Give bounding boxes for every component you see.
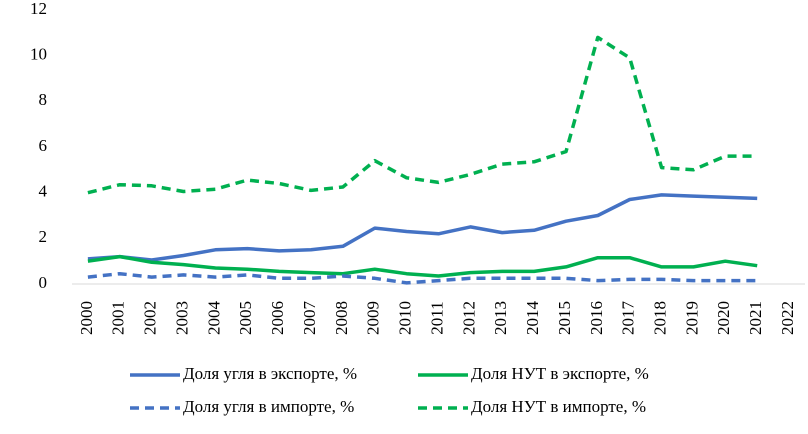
legend-label: Доля угля в экспорте, % (183, 364, 357, 383)
x-tick-label: 2016 (587, 301, 606, 335)
x-tick-label: 2012 (459, 301, 478, 335)
x-tick-label: 2013 (491, 301, 510, 335)
series-line (87, 271, 758, 285)
y-tick-label: 10 (30, 45, 47, 64)
x-tick-label: 2005 (236, 301, 255, 335)
legend-label: Доля НУТ в экспорте, % (471, 364, 649, 383)
legend-label: Доля НУТ в импорте, % (471, 397, 646, 416)
x-tick-label: 2014 (523, 301, 542, 336)
y-tick-label: 6 (39, 136, 48, 155)
x-tick-label: 2007 (300, 301, 319, 336)
x-tick-label: 2008 (332, 301, 351, 335)
x-tick-label: 2019 (682, 301, 701, 335)
x-tick-label: 2015 (555, 301, 574, 335)
x-tick-label: 2001 (109, 301, 128, 335)
x-tick-label: 2002 (141, 301, 160, 335)
x-tick-label: 2021 (746, 301, 765, 335)
x-tick-label: 2018 (650, 301, 669, 335)
y-tick-label: 8 (39, 90, 48, 109)
series-line (87, 254, 758, 278)
x-tick-label: 2000 (77, 301, 96, 335)
x-tick-label: 2004 (204, 301, 223, 336)
y-tick-label: 4 (39, 182, 48, 201)
y-tick-label: 2 (39, 227, 48, 246)
y-tick-label: 12 (30, 0, 47, 18)
x-tick-label: 2009 (364, 301, 383, 335)
x-tick-label: 2020 (714, 301, 733, 335)
legend-label: Доля угля в импорте, % (183, 397, 354, 416)
x-tick-label: 2010 (396, 301, 415, 335)
x-tick-label: 2017 (619, 301, 638, 336)
y-tick-label: 0 (39, 273, 48, 292)
x-tick-label: 2003 (172, 301, 191, 335)
series-line (87, 35, 758, 195)
x-tick-label: 2011 (427, 301, 446, 334)
series-line (87, 193, 758, 262)
x-tick-label: 2006 (268, 301, 287, 335)
x-tick-label: 2022 (778, 301, 797, 335)
